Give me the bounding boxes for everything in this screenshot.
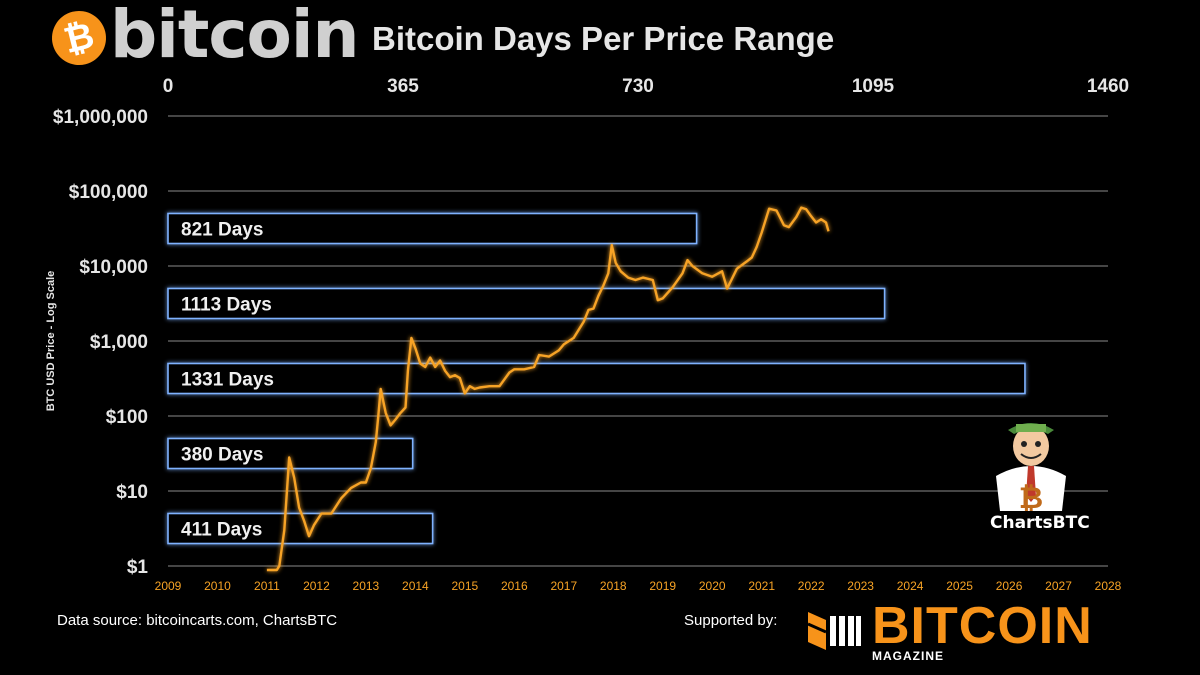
y-tick-label: $1,000,000 <box>53 107 148 128</box>
x-tick-label: 2011 <box>254 579 280 593</box>
days-bar-label: 1331 Days <box>181 370 274 391</box>
cartoon-trader-mascot-icon: ₿ <box>996 423 1066 511</box>
days-bar-label: 1113 Days <box>181 295 272 316</box>
top-axis-tick-label: 1095 <box>852 76 895 97</box>
svg-text:₿: ₿ <box>1019 481 1043 511</box>
data-source-note: Data source: bitcoincarts.com, ChartsBTC <box>57 612 338 629</box>
price-series-line <box>266 206 830 572</box>
x-tick-label: 2020 <box>699 579 726 593</box>
bitcoin-magazine-logo-icon <box>807 612 861 650</box>
x-tick-label: 2012 <box>303 579 330 593</box>
top-axis-tick-label: 1460 <box>1087 76 1129 97</box>
y-tick-label: $10 <box>116 482 148 503</box>
top-axis-tick-label: 730 <box>622 76 654 97</box>
bitcoin-magazine-subtitle: MAGAZINE <box>872 649 944 663</box>
x-tick-label: 2023 <box>847 579 874 593</box>
x-tick-label: 2018 <box>600 579 627 593</box>
days-bar-label: 411 Days <box>181 520 262 541</box>
x-tick-label: 2022 <box>798 579 825 593</box>
top-axis-tick-label: 0 <box>163 76 174 97</box>
x-tick-label: 2014 <box>402 579 429 593</box>
x-tick-label: 2024 <box>897 579 924 593</box>
days-bar <box>167 362 1026 395</box>
x-tick-label: 2016 <box>501 579 528 593</box>
x-tick-label: 2021 <box>748 579 775 593</box>
y-axis-label: BTC USD Price - Log Scale <box>45 271 57 412</box>
y-tick-label: $100,000 <box>69 182 148 203</box>
x-tick-label: 2013 <box>353 579 380 593</box>
days-bar <box>167 287 886 320</box>
supported-by-label: Supported by: <box>684 612 778 629</box>
days-bar-label: 380 Days <box>181 445 263 466</box>
x-tick-label: 2017 <box>550 579 577 593</box>
mascot-label: ChartsBTC <box>990 513 1090 533</box>
x-tick-label: 2019 <box>649 579 676 593</box>
y-tick-label: $100 <box>106 407 148 428</box>
price-chart: 821 Days 1113 Days 1331 Days 380 Days 411 Da… <box>45 76 1129 593</box>
chart-title: Bitcoin Days Per Price Range <box>372 20 835 57</box>
x-tick-label: 2015 <box>451 579 478 593</box>
x-tick-label: 2027 <box>1045 579 1072 593</box>
y-tick-label: $10,000 <box>79 257 148 278</box>
bitcoin-wordmark: bitcoin <box>110 0 359 73</box>
top-axis-tick-label: 365 <box>387 76 419 97</box>
x-tick-label: 2026 <box>996 579 1023 593</box>
bitcoin-magazine-wordmark: BITCOIN <box>872 597 1093 655</box>
days-bar-label: 821 Days <box>181 220 263 241</box>
x-tick-label: 2009 <box>155 579 182 593</box>
x-tick-label: 2010 <box>204 579 231 593</box>
x-tick-label: 2025 <box>946 579 973 593</box>
x-tick-label: 2028 <box>1095 579 1122 593</box>
days-bar <box>167 212 698 245</box>
y-tick-label: $1 <box>127 557 149 578</box>
y-tick-label: $1,000 <box>90 332 148 353</box>
